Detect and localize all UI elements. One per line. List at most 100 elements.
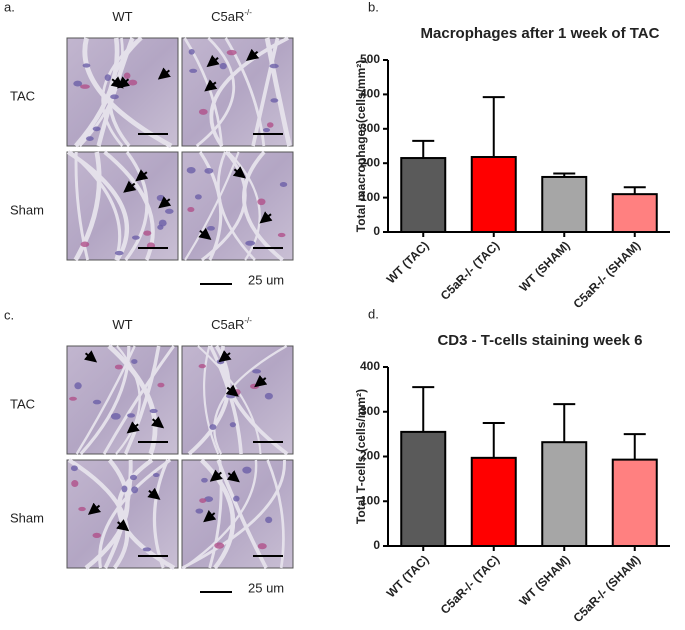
row-label: TAC	[10, 88, 35, 103]
y-tick-label: 300	[360, 404, 380, 418]
nucleus	[219, 62, 227, 70]
nucleus	[204, 496, 214, 502]
arrow	[135, 169, 149, 182]
nucleus	[262, 128, 271, 133]
tissue-gap	[227, 151, 261, 261]
nucleus	[110, 94, 119, 100]
nucleus	[132, 235, 140, 240]
x-tick-label: WT (SHAM)	[517, 238, 573, 294]
tissue-gap	[74, 151, 90, 261]
nucleus	[206, 225, 215, 231]
arrow	[87, 502, 102, 515]
nucleus	[92, 399, 102, 405]
scale-bar-label: 25 um	[248, 272, 284, 287]
tissue-gap	[124, 151, 149, 262]
row-label: Sham	[10, 510, 44, 525]
tissue-gap	[69, 150, 122, 261]
arrow	[254, 375, 268, 388]
row-label: Sham	[10, 202, 44, 217]
nucleus	[92, 126, 101, 132]
nucleus	[70, 465, 78, 472]
nucleus	[198, 363, 206, 369]
nucleus	[198, 108, 208, 115]
nucleus	[164, 208, 174, 214]
x-tick-label: WT (TAC)	[384, 552, 432, 600]
x-tick-label: C5aR-/- (SHAM)	[571, 552, 644, 625]
y-tick-label: 200	[360, 155, 380, 169]
nucleus	[257, 543, 267, 550]
y-tick-label: 200	[360, 449, 380, 463]
x-tick-label: C5aR-/- (SHAM)	[571, 238, 644, 311]
arrow	[218, 350, 232, 363]
nucleus	[127, 413, 136, 418]
nucleus	[156, 194, 165, 201]
nucleus	[209, 424, 217, 430]
tissue-gap	[209, 36, 290, 148]
arrow	[116, 76, 131, 89]
nucleus	[229, 422, 237, 428]
y-tick-label: 100	[360, 190, 380, 204]
nucleus	[269, 63, 279, 69]
y-tick-label: 400	[360, 87, 380, 101]
arrow	[209, 469, 223, 482]
y-tick-label: 300	[360, 121, 380, 135]
nucleus	[189, 68, 198, 73]
nucleus	[142, 547, 152, 552]
nucleus	[149, 408, 158, 414]
tissue-gap	[102, 345, 175, 455]
tissue-gap	[213, 345, 288, 455]
bar	[541, 175, 588, 234]
y-axis-title: Total macrophages(cells/mm²)	[354, 60, 368, 233]
nucleus	[226, 49, 237, 56]
column-name: WT	[112, 317, 132, 332]
nucleus	[186, 166, 196, 174]
nucleus	[73, 80, 83, 87]
tissue-gap	[181, 459, 286, 570]
bar	[400, 157, 447, 233]
chart-title: CD3 - T-cells staining week 6	[437, 332, 642, 349]
panel-label: d.	[368, 306, 379, 321]
bar	[611, 458, 658, 548]
nucleus	[114, 250, 124, 256]
bar	[611, 193, 658, 234]
tissue-gap	[198, 151, 223, 261]
nucleus	[114, 364, 123, 370]
nucleus	[74, 382, 82, 390]
tissue-gap	[115, 345, 141, 455]
nucleus	[80, 241, 90, 248]
nucleus	[277, 232, 286, 238]
arrow	[206, 54, 220, 68]
nucleus	[129, 474, 137, 481]
tissue-gap	[200, 150, 247, 262]
nucleus	[71, 480, 79, 488]
y-axis-title: Total T-cells (cells/mm²)	[354, 389, 368, 524]
nucleus	[92, 532, 102, 538]
arrow	[198, 227, 212, 241]
nucleus	[78, 506, 86, 512]
nucleus	[121, 485, 128, 493]
nucleus	[110, 413, 121, 420]
arrow	[151, 416, 165, 429]
y-tick-label: 0	[373, 224, 380, 238]
scale-bar-label: 25 um	[248, 580, 284, 595]
nucleus	[279, 182, 288, 187]
nucleus	[85, 136, 94, 141]
y-tick-label: 400	[360, 359, 380, 373]
x-tick-label: C5aR-/- (TAC)	[438, 552, 502, 616]
nucleus	[266, 122, 274, 128]
column-name: WT	[112, 9, 132, 24]
chart-title: Macrophages after 1 week of TAC	[421, 25, 660, 42]
nucleus	[157, 224, 164, 230]
arrow	[123, 180, 137, 193]
column-sup: -/-	[244, 316, 252, 325]
nucleus	[195, 508, 204, 514]
tissue-gap	[184, 151, 240, 261]
nucleus	[143, 230, 152, 236]
tissue-gap	[107, 36, 143, 148]
x-tick-label: WT (TAC)	[384, 238, 432, 286]
nucleus	[242, 466, 252, 474]
tissue-gap	[123, 345, 161, 455]
tissue-gap	[75, 345, 136, 455]
tissue-gap	[202, 345, 220, 455]
bar	[541, 441, 588, 547]
